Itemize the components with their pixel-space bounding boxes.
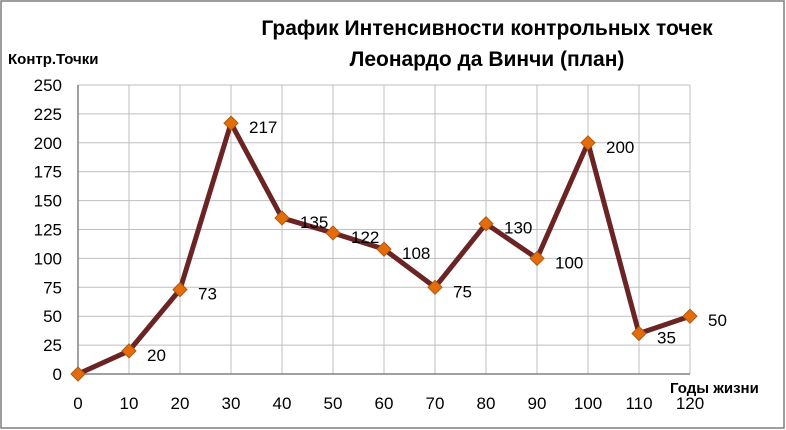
axes: [77, 85, 690, 375]
data-point-marker: [223, 115, 239, 131]
y-tick-label: 250: [34, 76, 62, 95]
data-label: 108: [402, 244, 430, 263]
data-point-marker: [172, 281, 188, 298]
y-tick-label: 200: [34, 134, 62, 153]
data-point-marker: [529, 250, 545, 267]
y-tick-label: 0: [53, 365, 62, 384]
data-point-marker: [70, 366, 86, 382]
data-label: 75: [453, 282, 472, 301]
data-point-marker: [121, 343, 137, 359]
chart-title-line-1: График Интенсивности контрольных точек: [261, 17, 713, 40]
data-labels: 20 73 217 135 122 108 75 130 100 200 35 50: [147, 118, 727, 365]
x-tick-label: 50: [324, 394, 343, 413]
y-axis-label: Контр.Точки: [8, 51, 99, 68]
y-tick-label: 150: [34, 192, 62, 211]
data-label: 35: [657, 329, 676, 348]
x-tick-labels: 0 10 20 30 40 50 60 70 80 90 100 110 120: [73, 394, 704, 413]
data-point-marker: [325, 225, 341, 241]
data-point-marker: [682, 308, 698, 324]
y-tick-label: 125: [34, 221, 62, 240]
data-label: 200: [606, 138, 634, 157]
x-tick-label: 100: [574, 394, 602, 413]
y-tick-label: 175: [34, 163, 62, 182]
data-point-marker: [478, 216, 494, 232]
x-tick-label: 80: [477, 394, 496, 413]
x-tick-label: 60: [375, 394, 394, 413]
y-tick-label: 225: [34, 105, 62, 124]
data-label: 122: [351, 228, 379, 247]
x-tick-label: 90: [528, 394, 547, 413]
x-tick-label: 20: [171, 394, 190, 413]
data-label: 50: [708, 311, 727, 330]
data-label: 130: [504, 219, 532, 238]
x-tick-label: 120: [676, 394, 704, 413]
x-tick-label: 110: [625, 394, 652, 413]
x-tick-label: 70: [426, 394, 445, 413]
x-tick-label: 30: [222, 394, 241, 413]
x-axis-label: Годы жизни: [670, 380, 759, 397]
data-label: 20: [147, 346, 166, 365]
data-point-marker: [580, 135, 596, 151]
x-tick-label: 40: [273, 394, 292, 413]
x-tick-label: 10: [120, 394, 139, 413]
data-point-marker: [376, 241, 392, 257]
x-tick-label: 0: [73, 394, 82, 413]
data-label: 73: [198, 285, 217, 304]
y-tick-label: 75: [43, 278, 62, 297]
y-tick-labels: 0 25 50 75 100 125 150 175 200 225 250: [34, 76, 62, 384]
data-label: 135: [300, 213, 328, 232]
data-markers: [70, 115, 698, 382]
y-tick-label: 50: [43, 307, 62, 326]
data-point-marker: [631, 325, 647, 342]
y-tick-label: 100: [34, 249, 62, 268]
data-point-marker: [427, 279, 443, 296]
chart-title-line-2: Леонардо да Винчи (план): [350, 48, 625, 71]
y-tick-label: 25: [43, 336, 62, 355]
data-point-marker: [274, 210, 290, 226]
data-label: 100: [555, 253, 583, 272]
data-label: 217: [249, 118, 277, 137]
